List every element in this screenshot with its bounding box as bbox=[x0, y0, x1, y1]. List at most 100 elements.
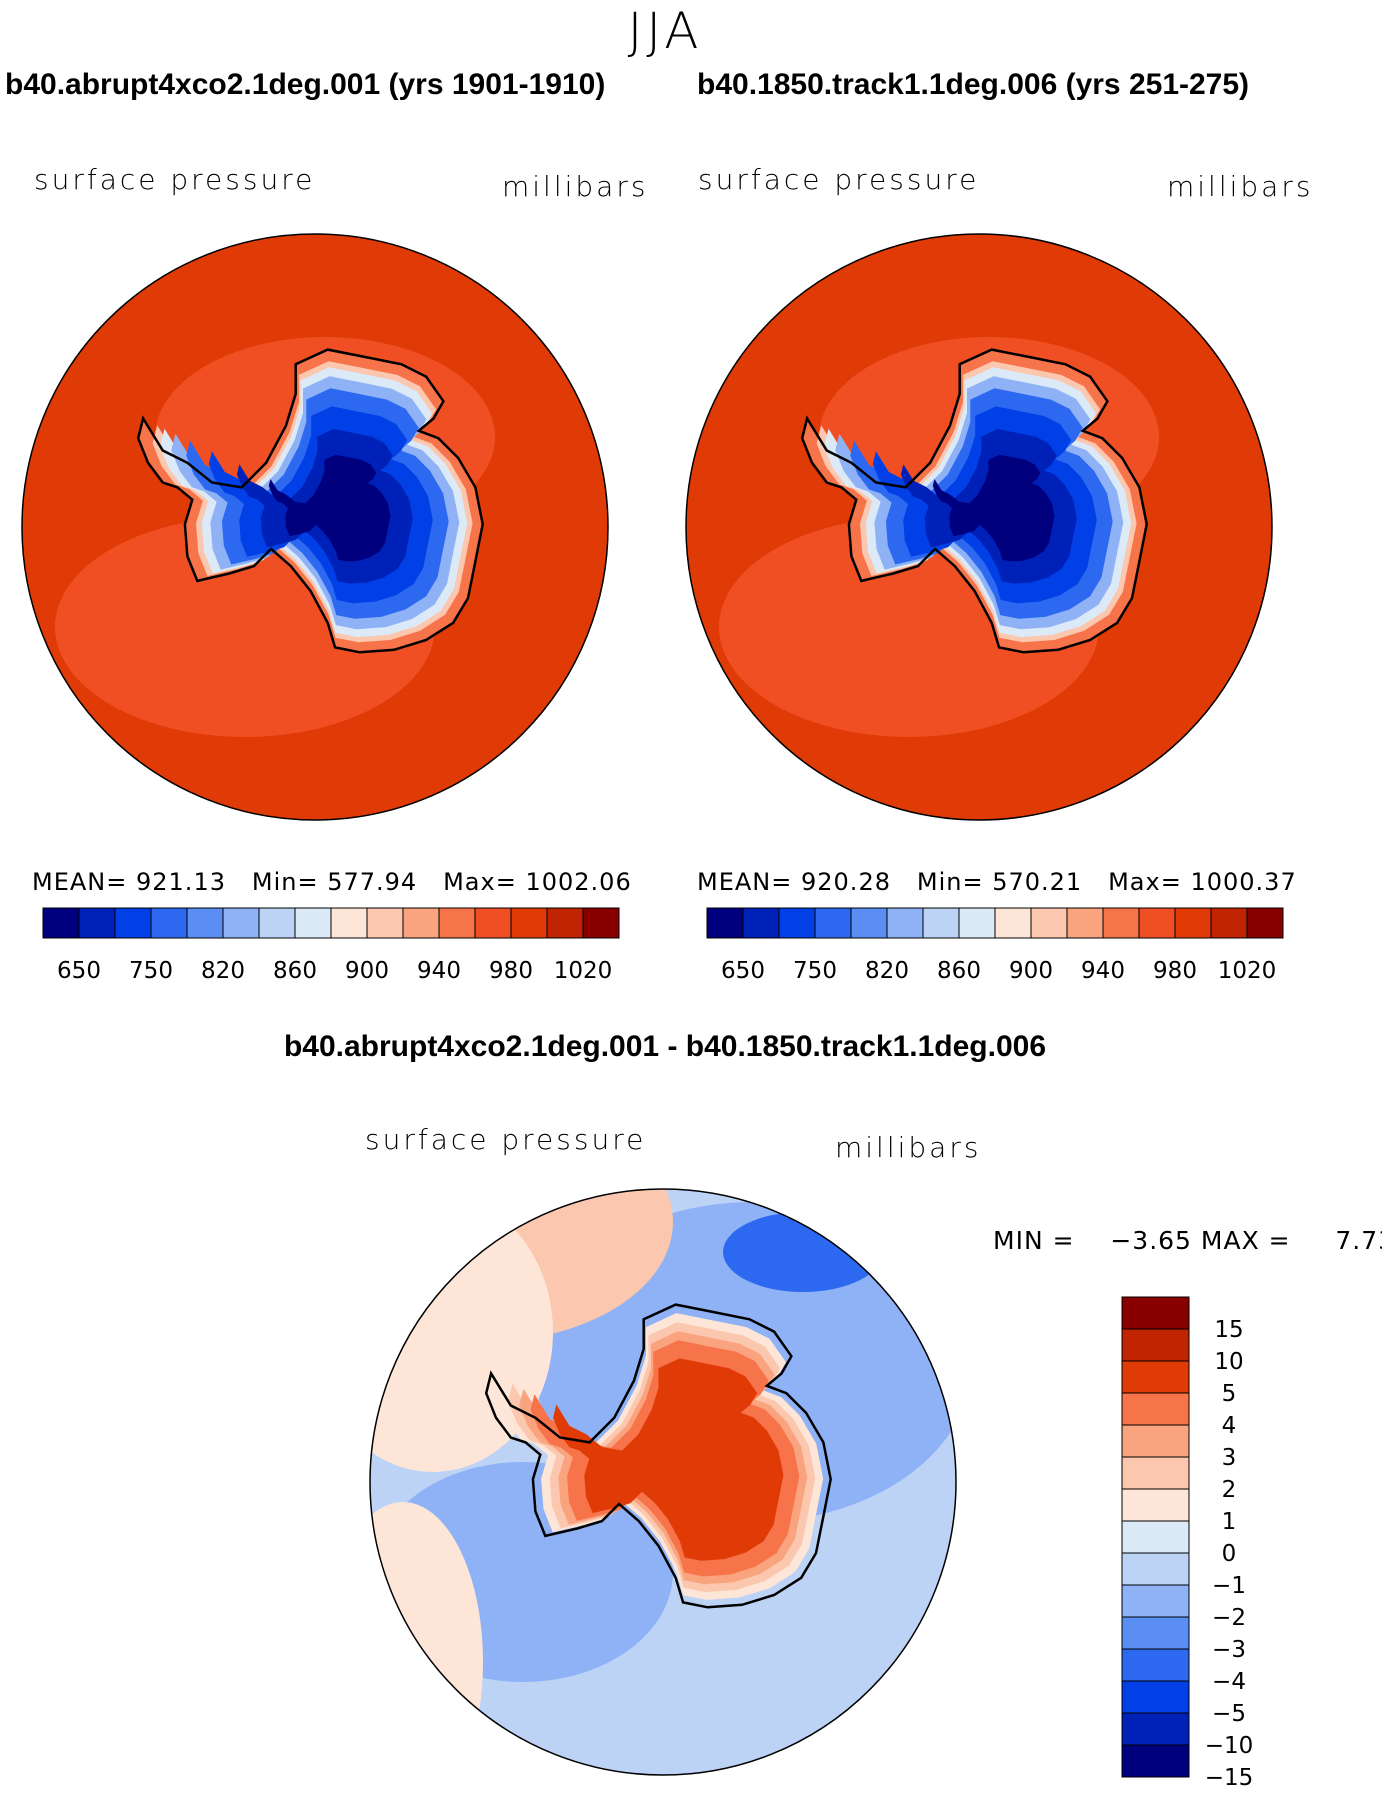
colorbar-1-cell bbox=[294, 907, 332, 939]
colorbar-2-tick-label: 900 bbox=[1009, 958, 1053, 984]
colorbar-1-tick-label: 980 bbox=[489, 958, 533, 984]
colorbar-diff-tick-label: −4 bbox=[1212, 1669, 1246, 1695]
colorbar-2-cell bbox=[1246, 907, 1284, 939]
max-value: 1000.37 bbox=[1190, 868, 1297, 896]
colorbar-2-cell bbox=[1066, 907, 1104, 939]
panel2-case-title: b40.1850.track1.1deg.006 (yrs 251-275) bbox=[697, 68, 1250, 101]
colorbar-diff-tick-label: 3 bbox=[1222, 1445, 1237, 1471]
colorbar-diff-cell bbox=[1121, 1520, 1190, 1554]
colorbar-diff-tick-label: 0 bbox=[1222, 1541, 1237, 1567]
colorbar-diff-tick-label: 5 bbox=[1222, 1381, 1237, 1407]
colorbar-2-cell bbox=[886, 907, 924, 939]
colorbar-diff-cell bbox=[1121, 1392, 1190, 1426]
colorbar-2-cell bbox=[778, 907, 816, 939]
colorbar-1-cell bbox=[222, 907, 260, 939]
min-label: MIN = bbox=[993, 1226, 1075, 1255]
colorbar-1-cell bbox=[438, 907, 476, 939]
colorbar-diff-tick-label: 10 bbox=[1214, 1349, 1243, 1375]
colorbar-1-cell bbox=[366, 907, 404, 939]
max-label: Max= bbox=[1108, 868, 1182, 896]
colorbar-2-cell bbox=[850, 907, 888, 939]
panel2-stats: MEAN= 920.28 Min= 570.21 Max= 1000.37 bbox=[697, 868, 1297, 896]
colorbar-1-cell bbox=[510, 907, 548, 939]
colorbar-2-tick-label: 940 bbox=[1081, 958, 1125, 984]
colorbar-2-cell bbox=[706, 907, 744, 939]
colorbar-1-tick-label: 1020 bbox=[554, 958, 613, 984]
ice-sheet-contour bbox=[932, 454, 1055, 562]
colorbar-diff-tick-label: −3 bbox=[1212, 1637, 1246, 1663]
colorbar-diff-cell bbox=[1121, 1552, 1190, 1586]
colorbar-2-cell bbox=[1174, 907, 1212, 939]
ice-sheet-contour bbox=[553, 1358, 784, 1561]
colorbar-diff-cell bbox=[1121, 1296, 1190, 1330]
colorbar-diff-cell bbox=[1121, 1712, 1190, 1746]
panel1-variable: surface pressure bbox=[34, 163, 316, 196]
colorbar-diff-cell bbox=[1121, 1360, 1190, 1394]
max-value: 7.73 bbox=[1335, 1226, 1382, 1255]
colorbar-2-tick-label: 860 bbox=[937, 958, 981, 984]
colorbar-diff-tick-label: −10 bbox=[1205, 1733, 1254, 1759]
colorbar-diff-cell bbox=[1121, 1488, 1190, 1522]
min-value: −3.65 bbox=[1110, 1226, 1192, 1255]
colorbar-diff-tick-label: 1 bbox=[1222, 1509, 1237, 1535]
colorbar-diff-cell bbox=[1121, 1680, 1190, 1714]
min-value: 570.21 bbox=[992, 868, 1083, 896]
colorbar-diff-cell bbox=[1121, 1744, 1190, 1778]
colorbar-2-tick-label: 750 bbox=[793, 958, 837, 984]
colorbar-diff-tick-label: −5 bbox=[1212, 1701, 1246, 1727]
min-label: Min= bbox=[251, 868, 319, 896]
colorbar-1-tick-label: 860 bbox=[273, 958, 317, 984]
colorbar-2-cell bbox=[1138, 907, 1176, 939]
colorbar-diff-tick-label: −1 bbox=[1212, 1573, 1246, 1599]
colorbar-2-tick-label: 980 bbox=[1153, 958, 1197, 984]
mean-value: 921.13 bbox=[136, 868, 226, 896]
colorbar-1-cell bbox=[150, 907, 188, 939]
mean-label: MEAN= bbox=[697, 868, 793, 896]
max-label: Max= bbox=[443, 868, 517, 896]
colorbar-2-cell bbox=[958, 907, 996, 939]
coastline bbox=[484, 1303, 832, 1609]
mean-value: 920.28 bbox=[801, 868, 891, 896]
colorbar-1-tick-label: 820 bbox=[201, 958, 245, 984]
panel1-stats: MEAN= 921.13 Min= 577.94 Max= 1002.06 bbox=[32, 868, 632, 896]
colorbar-diff-tick-label: 15 bbox=[1214, 1317, 1243, 1343]
colorbar-1-cell bbox=[582, 907, 620, 939]
panel2-units: millibars bbox=[1167, 170, 1314, 203]
min-label: Min= bbox=[916, 868, 984, 896]
season-title: JJA bbox=[627, 2, 703, 60]
colorbar-1-tick-label: 650 bbox=[57, 958, 101, 984]
colorbar-2-cell bbox=[814, 907, 852, 939]
colorbar-1-tick-label: 900 bbox=[345, 958, 389, 984]
colorbar-2-cell bbox=[1030, 907, 1068, 939]
colorbar-diff-cell bbox=[1121, 1584, 1190, 1618]
ice-sheet-contour bbox=[268, 454, 391, 562]
colorbar-diff-cell bbox=[1121, 1328, 1190, 1362]
colorbar-2-cell bbox=[922, 907, 960, 939]
map-2 bbox=[686, 234, 1272, 820]
map-border bbox=[685, 233, 1273, 821]
max-label: MAX = bbox=[1200, 1226, 1291, 1255]
maps-layer bbox=[21, 233, 1273, 1776]
colorbar-1-tick-label: 940 bbox=[417, 958, 461, 984]
colorbar-2-cell bbox=[994, 907, 1032, 939]
colorbar-1-cell bbox=[546, 907, 584, 939]
colorbar-1-cell bbox=[114, 907, 152, 939]
panel1-units: millibars bbox=[502, 170, 649, 203]
map-1 bbox=[22, 234, 608, 820]
colorbar-1-cell bbox=[78, 907, 116, 939]
colorbar-diff-cell bbox=[1121, 1456, 1190, 1490]
colorbar-2-cell bbox=[1210, 907, 1248, 939]
colorbars-layer: 650 750 820 860 900 940 980 1020 650 750 820 860 900… bbox=[42, 907, 1284, 1791]
difference-minmax: MIN = −3.65 MAX = 7.73 bbox=[993, 1226, 1382, 1255]
difference-variable: surface pressure bbox=[365, 1123, 647, 1156]
colorbar-1-cell bbox=[474, 907, 512, 939]
colorbar-1-cell bbox=[42, 907, 80, 939]
difference-title: b40.abrupt4xco2.1deg.001 - b40.1850.trac… bbox=[283, 1030, 1047, 1063]
colorbar-diff-tick-label: 2 bbox=[1222, 1477, 1237, 1503]
colorbar-diff-tick-label: 4 bbox=[1222, 1413, 1237, 1439]
colorbar-1-cell bbox=[402, 907, 440, 939]
colorbar-diff-cell bbox=[1121, 1424, 1190, 1458]
map-border bbox=[369, 1188, 957, 1776]
colorbar-diff-cell bbox=[1121, 1648, 1190, 1682]
